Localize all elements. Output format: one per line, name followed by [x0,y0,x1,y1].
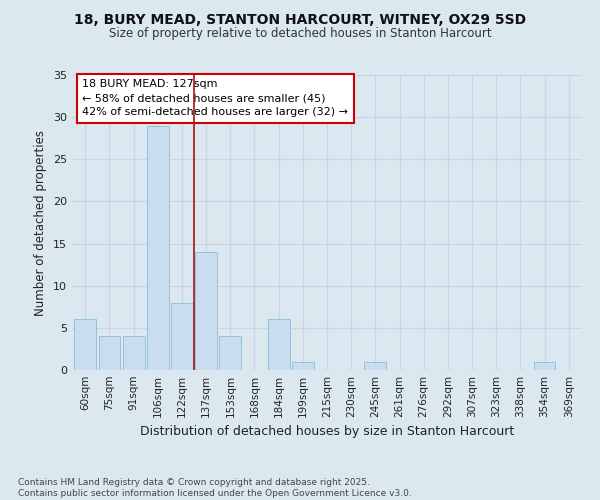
Bar [364,362,386,370]
Bar [292,362,314,370]
Text: 18, BURY MEAD, STANTON HARCOURT, WITNEY, OX29 5SD: 18, BURY MEAD, STANTON HARCOURT, WITNEY,… [74,12,526,26]
Bar [98,336,121,370]
X-axis label: Distribution of detached houses by size in Stanton Harcourt: Distribution of detached houses by size … [140,426,514,438]
Text: 18 BURY MEAD: 127sqm
← 58% of detached houses are smaller (45)
42% of semi-detac: 18 BURY MEAD: 127sqm ← 58% of detached h… [82,80,348,118]
Bar [147,126,169,370]
Bar [195,252,217,370]
Bar [220,336,241,370]
Text: Size of property relative to detached houses in Stanton Harcourt: Size of property relative to detached ho… [109,28,491,40]
Bar [74,320,96,370]
Bar [268,320,290,370]
Bar [171,302,193,370]
Bar [123,336,145,370]
Text: Contains HM Land Registry data © Crown copyright and database right 2025.
Contai: Contains HM Land Registry data © Crown c… [18,478,412,498]
Bar [533,362,556,370]
Y-axis label: Number of detached properties: Number of detached properties [34,130,47,316]
